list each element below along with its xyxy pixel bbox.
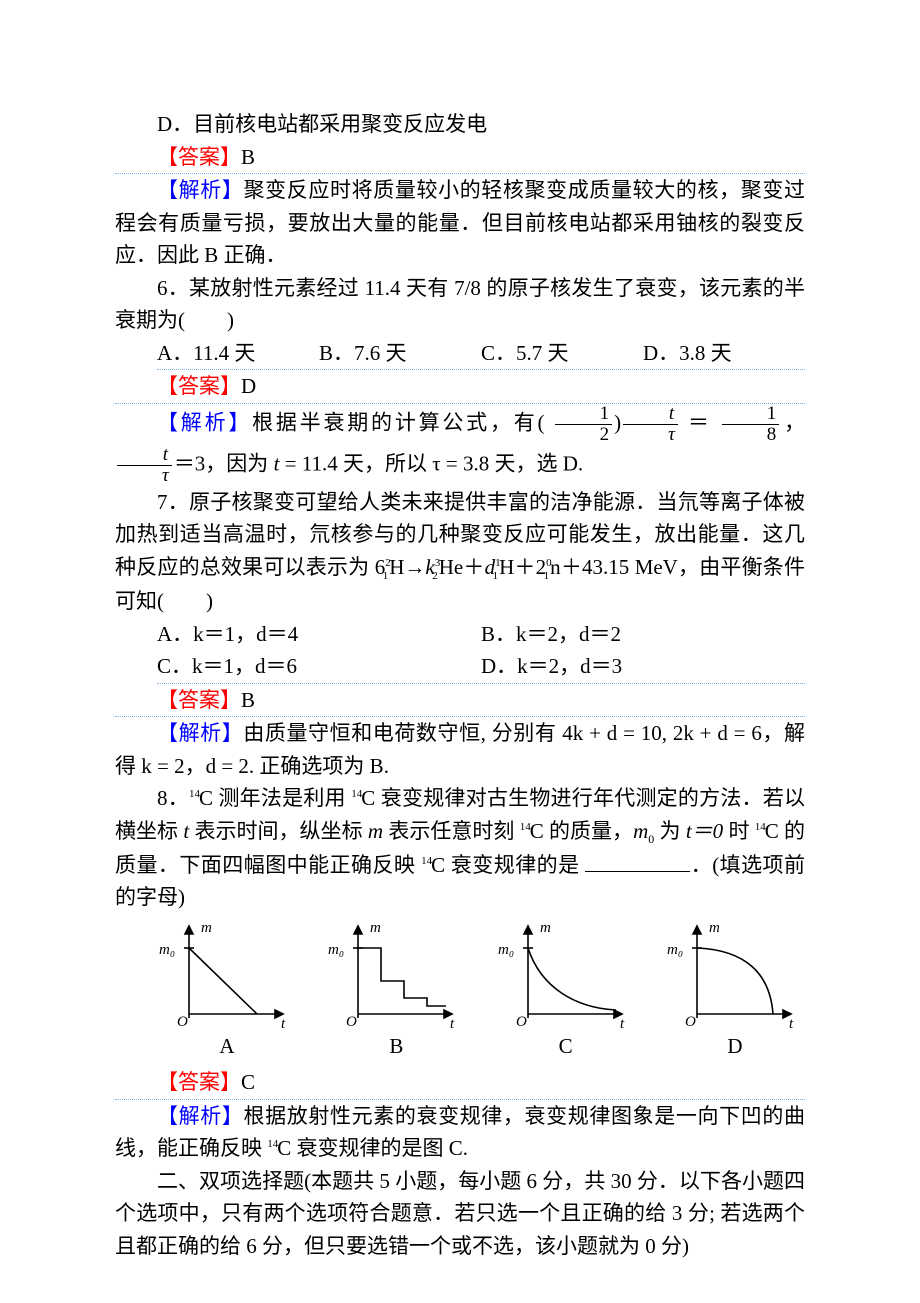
q8-answer: C xyxy=(241,1070,255,1094)
q7-opt-d: D．k＝2，d＝3 xyxy=(481,650,805,683)
eq3: ＝3，因为 xyxy=(174,451,274,475)
svg-text:m₀: m₀ xyxy=(498,942,514,958)
q8-analysis-b: 衰变规律的是图 C. xyxy=(291,1136,468,1160)
q8-answer-line: 【答案】C xyxy=(115,1066,805,1100)
q8-fig-a: m m₀ O t A xyxy=(157,918,297,1063)
analysis-label: 【解析】 xyxy=(157,410,252,434)
svg-text:t: t xyxy=(620,1016,625,1028)
svg-text:O: O xyxy=(346,1014,357,1028)
svg-text:t: t xyxy=(281,1016,286,1028)
q7-options-row2: C．k＝1，d＝6 D．k＝2，d＝3 xyxy=(157,650,805,684)
q7-options-row1: A．k＝1，d＝4 B．k＝2，d＝2 xyxy=(157,618,805,651)
q6-opt-d: D．3.8 天 xyxy=(643,337,805,370)
analysis-label: 【解析】 xyxy=(157,1104,243,1128)
q6-answer-line: 【答案】D xyxy=(115,370,805,404)
section-2-heading: 二、双项选择题(本题共 5 小题，每小题 6 分，共 30 分．以下各小题四个选… xyxy=(115,1165,805,1263)
svg-text:t: t xyxy=(450,1016,455,1028)
svg-text:O: O xyxy=(685,1014,696,1028)
q8-stem: 8．14C 测年法是利用 14C 衰变规律对古生物进行年代测定的方法．若以横坐标… xyxy=(115,782,805,913)
q8-cap-d: D xyxy=(727,1030,742,1063)
q6-answer: D xyxy=(241,374,256,398)
svg-text:O: O xyxy=(516,1014,527,1028)
q7-opt-b: B．k＝2，d＝2 xyxy=(481,618,805,651)
fraction-1-2: 12 xyxy=(555,404,613,445)
eq: ＝ xyxy=(688,410,712,434)
comma: ， xyxy=(781,410,805,434)
q5-answer-line: 【答案】B xyxy=(115,141,805,175)
q8-fig-b: m m₀ O t B xyxy=(326,918,466,1063)
svg-text:m: m xyxy=(709,920,720,936)
q6-opt-a: A．11.4 天 xyxy=(157,337,319,370)
q8-cap-a: A xyxy=(219,1030,234,1063)
svg-text:m₀: m₀ xyxy=(159,942,175,958)
decay-graph-c-icon: m m₀ O t xyxy=(496,918,636,1028)
q8-cap-c: C xyxy=(559,1030,573,1063)
q7-answer-line: 【答案】B xyxy=(115,684,805,718)
q6-opt-c: C．5.7 天 xyxy=(481,337,643,370)
analysis-label: 【解析】 xyxy=(157,721,243,745)
q6-analysis-pre: 根据半衰期的计算公式，有( xyxy=(252,410,544,434)
fraction-t-tau: tτ xyxy=(623,404,678,445)
q7-opt-a: A．k＝1，d＝4 xyxy=(157,618,481,651)
q6-opt-b: B．7.6 天 xyxy=(319,337,481,370)
q7-analysis-line: 【解析】由质量守恒和电荷数守恒, 分别有 4k + d = 10, 2k + d… xyxy=(115,717,805,782)
svg-text:m: m xyxy=(540,920,551,936)
q6-options: A．11.4 天 B．7.6 天 C．5.7 天 D．3.8 天 xyxy=(157,337,805,371)
q8-analysis-line: 【解析】根据放射性元素的衰变规律，衰变规律图象是一向下凹的曲线，能正确反映 14… xyxy=(115,1100,805,1165)
fraction-1-8: 18 xyxy=(722,404,780,445)
decay-graph-d-icon: m m₀ O t xyxy=(665,918,805,1028)
fraction-t-tau-2: tτ xyxy=(117,445,172,486)
q6-analysis-line: 【解析】根据半衰期的计算公式，有( 12)tτ ＝ 18， tτ＝3，因为 t … xyxy=(115,404,805,486)
q8-figures: m m₀ O t A m m₀ O t B xyxy=(115,918,805,1063)
svg-text:m₀: m₀ xyxy=(667,942,683,958)
q8-fig-c: m m₀ O t C xyxy=(496,918,636,1063)
q5-answer: B xyxy=(241,145,255,169)
q6-stem: 6．某放射性元素经过 11.4 天有 7/8 的原子核发生了衰变，该元素的半衰期… xyxy=(115,272,805,337)
answer-label: 【答案】 xyxy=(157,145,241,169)
q8-cap-b: B xyxy=(389,1030,403,1063)
q6-analysis-rest: = 11.4 天，所以 τ = 3.8 天，选 D. xyxy=(279,451,583,475)
svg-text:m: m xyxy=(370,920,381,936)
q5-option-d: D．目前核电站都采用聚变反应发电 xyxy=(115,108,805,141)
svg-text:O: O xyxy=(177,1014,188,1028)
answer-label: 【答案】 xyxy=(157,374,241,398)
svg-text:t: t xyxy=(789,1016,794,1028)
svg-text:m₀: m₀ xyxy=(328,942,344,958)
q7-stem: 7．原子核聚变可望给人类未来提供丰富的洁净能源．当氘等离子体被加热到适当高温时，… xyxy=(115,486,805,618)
fill-blank xyxy=(585,850,690,872)
answer-label: 【答案】 xyxy=(157,1070,241,1094)
answer-label: 【答案】 xyxy=(157,688,241,712)
svg-text:m: m xyxy=(201,920,212,936)
decay-graph-b-icon: m m₀ O t xyxy=(326,918,466,1028)
decay-graph-a-icon: m m₀ O t xyxy=(157,918,297,1028)
q7-opt-c: C．k＝1，d＝6 xyxy=(157,650,481,683)
q7-answer: B xyxy=(241,688,255,712)
q8-fig-d: m m₀ O t D xyxy=(665,918,805,1063)
analysis-label: 【解析】 xyxy=(157,178,243,202)
q5-analysis-line: 【解析】聚变反应时将质量较小的轻核聚变成质量较大的核，聚变过程会有质量亏损，要放… xyxy=(115,174,805,272)
